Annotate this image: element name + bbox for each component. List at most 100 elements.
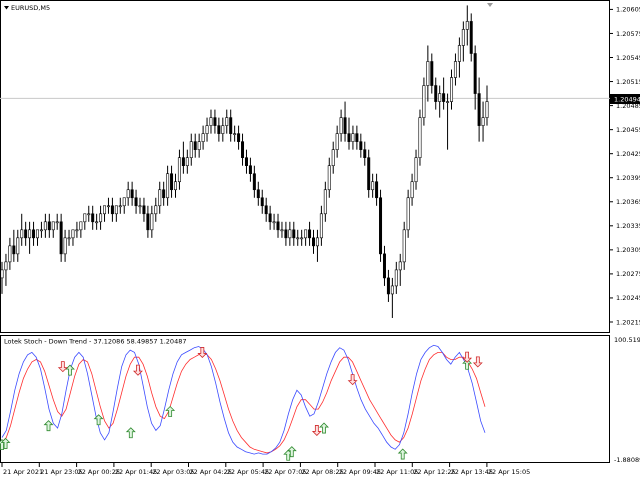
candle-body [438,93,442,102]
indicator-title: Lotek Stoch - Down Trend - 37.12086 58.4… [4,338,186,346]
arrow-up-icon [65,364,75,376]
candle-body [12,245,16,255]
time-tick-label: 22 Apr 13:45 [451,468,493,476]
time-tick-label: 22 Apr 09:45 [339,468,381,476]
candle-body [185,157,189,166]
candle-body [363,149,367,158]
candle-body [422,85,426,118]
candle-body [280,229,284,232]
candle-body [16,237,20,255]
candle-body [402,229,406,263]
arrow-up-icon [319,422,329,434]
arrow-up-icon [93,414,104,426]
price-tick-label: 1.20365 [616,198,640,206]
candle-body [142,205,146,215]
candle-body [284,229,288,239]
time-tick-label: 22 Apr 04:25 [190,468,232,476]
time-tick-label: 22 Apr 11:05 [376,468,418,476]
candle-body [288,229,292,239]
arrow-up-icon [397,448,408,460]
candle-body [457,45,461,62]
candle-body [173,181,177,191]
candle-body [379,197,383,255]
current-price-label: 1.20494 [614,96,640,104]
triangle-down-icon[interactable] [4,6,9,10]
candle-body [221,125,225,134]
arrow-up-icon [0,437,11,449]
candle-body [355,133,359,142]
candle-body [248,165,252,175]
candle-body [304,229,308,239]
candle-body [63,237,67,255]
shift-marker-icon[interactable] [487,3,493,7]
candle-body [410,181,414,199]
candle-body [276,221,280,231]
candle-body [138,205,142,208]
candle-body [103,205,107,215]
price-axis: 1.206051.205751.205451.205151.204851.204… [610,6,640,326]
arrow-down-icon [472,356,483,368]
price-tick-label: 1.20395 [616,174,640,182]
candle-body [343,117,347,134]
arrow-up-icon [286,446,297,458]
candle-body [95,221,99,224]
candle-body [426,61,430,86]
arrow-down-icon [132,364,143,376]
price-tick-label: 1.20215 [616,318,640,326]
price-tick-label: 1.20605 [616,6,640,14]
candle-body [32,229,36,239]
candle-body [189,141,193,158]
price-tick-label: 1.20515 [616,78,640,86]
candle-body [461,29,465,46]
candle-body [205,125,209,134]
candle-body [170,173,174,191]
candle-body [213,117,217,126]
candle-body [114,205,118,215]
candle-body [83,213,87,223]
candle-body [446,101,450,103]
candle-body [197,141,201,150]
candle-body [158,189,162,207]
candle-body [382,253,386,279]
candle-body [398,261,402,271]
candle-body [146,213,150,231]
candle-body [292,229,296,239]
candle-body [209,117,213,126]
candle-body [323,189,327,215]
candle-body [406,197,410,231]
candle-body [241,141,245,158]
candle-body [130,189,134,199]
candle-body [375,181,379,199]
candle-body [4,261,8,271]
candle-body [371,181,375,191]
candle-body [47,221,51,231]
candle-body [339,117,343,134]
indicator-pane[interactable] [0,335,610,463]
arrow-up-icon [165,405,176,417]
candle-body [91,213,95,223]
price-pane[interactable] [0,0,610,333]
candle-body [154,205,158,215]
candlestick-series [0,5,489,318]
candle-body [351,133,355,142]
price-tick-label: 1.20305 [616,246,640,254]
stochastic-lines [1,344,486,455]
candle-body [450,77,454,102]
candle-body [67,237,71,240]
candle-body [150,213,154,231]
candle-body [308,229,312,239]
time-tick-label: 21 Apr 2021 [3,468,43,476]
candle-body [20,229,24,239]
candle-body [386,277,390,295]
time-tick-label: 22 Apr 08:25 [301,468,343,476]
candle-body [442,93,446,102]
candle-body [35,229,39,239]
candle-body [469,21,473,54]
candle-body [99,213,103,223]
candle-body [75,229,79,232]
candle-body [477,93,481,126]
candle-body [87,213,91,216]
candle-body [118,205,122,208]
